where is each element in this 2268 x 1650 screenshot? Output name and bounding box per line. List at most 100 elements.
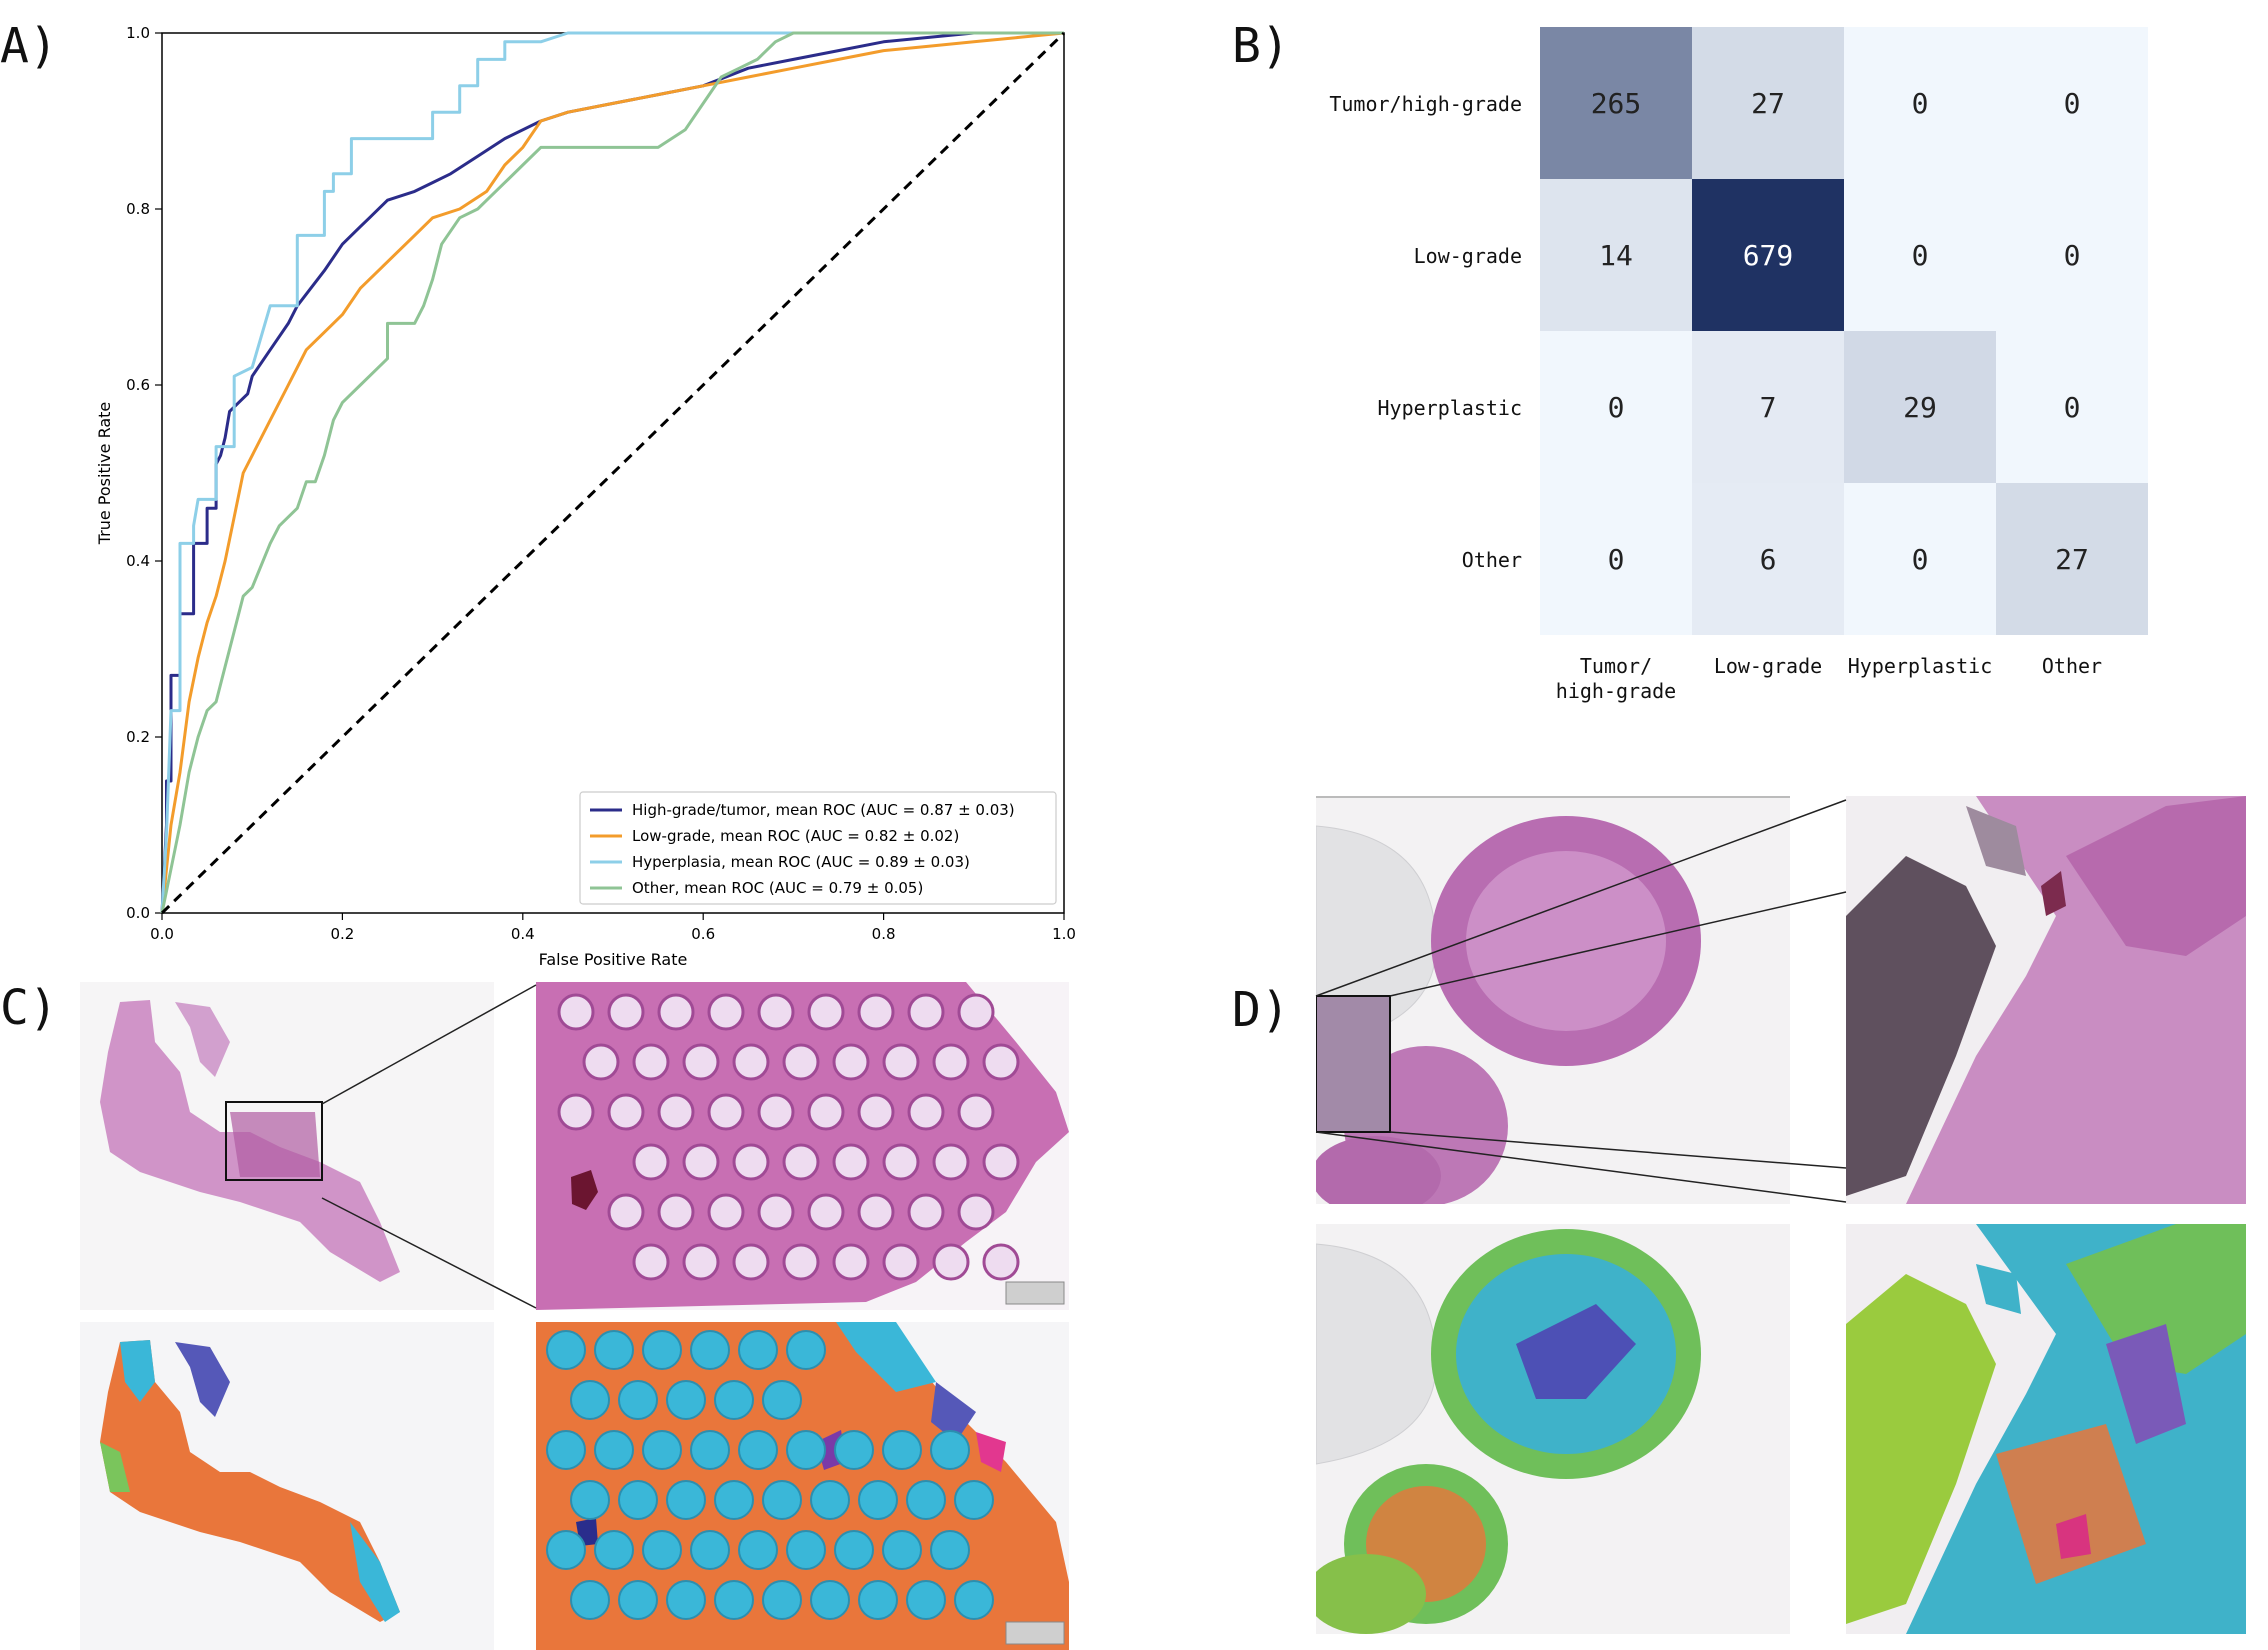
crypt-segment xyxy=(882,1530,922,1570)
crypt-shape xyxy=(957,1093,995,1131)
crypt-shape xyxy=(682,1043,720,1081)
crypt-segment xyxy=(738,1430,778,1470)
crypt-shape xyxy=(857,1193,895,1231)
matrix-cell-value: 0 xyxy=(1912,87,1929,120)
crypt-segment xyxy=(714,1580,754,1620)
crypt-segment xyxy=(570,1380,610,1420)
matrix-cell-value: 0 xyxy=(1608,391,1625,424)
matrix-cell-value: 0 xyxy=(1912,543,1929,576)
y-tick-label: 0.0 xyxy=(126,904,150,922)
crypt-segment xyxy=(714,1380,754,1420)
matrix-cell-value: 0 xyxy=(1912,239,1929,272)
matrix-cell xyxy=(1540,179,1692,331)
d-seg-zoom-image xyxy=(1846,1224,2246,1634)
crypt-segment xyxy=(546,1330,586,1370)
matrix-col-label: Hyperplastic xyxy=(1848,654,1993,678)
matrix-row-label: Low-grade xyxy=(1414,244,1522,268)
legend-entry: Low-grade, mean ROC (AUC = 0.82 ± 0.02) xyxy=(632,827,959,845)
crypt-shape xyxy=(857,1093,895,1131)
crypt-segment xyxy=(570,1580,610,1620)
matrix-cell xyxy=(1540,331,1692,483)
crypt-shape xyxy=(707,1193,745,1231)
crypt-segment xyxy=(930,1430,970,1470)
crypt-segment xyxy=(738,1330,778,1370)
crypt-segment xyxy=(594,1430,634,1470)
x-tick-label: 0.0 xyxy=(150,925,174,943)
crypt-shape xyxy=(557,1093,595,1131)
crypt-shape xyxy=(607,993,645,1031)
d-seg-overview-image xyxy=(1316,1224,1790,1634)
crypt-segment xyxy=(618,1380,658,1420)
crypt-shape xyxy=(757,1193,795,1231)
crypt-segment xyxy=(954,1580,994,1620)
crypt-shape xyxy=(907,993,945,1031)
matrix-cell-value: 0 xyxy=(2064,87,2081,120)
matrix-cell xyxy=(1844,179,1996,331)
matrix-cell xyxy=(1540,483,1692,635)
matrix-row-label: Hyperplastic xyxy=(1378,396,1523,420)
legend-box xyxy=(579,791,1057,905)
crypt-segment xyxy=(642,1530,682,1570)
crypt-shape xyxy=(607,1093,645,1131)
y-tick-label: 1.0 xyxy=(126,24,150,42)
crypt-shape xyxy=(682,1143,720,1181)
matrix-cell xyxy=(1692,179,1844,331)
crypt-segment xyxy=(594,1530,634,1570)
crypt-segment xyxy=(690,1530,730,1570)
crypt-shape xyxy=(582,1043,620,1081)
crypt-shape xyxy=(757,993,795,1031)
crypt-shape xyxy=(657,1193,695,1231)
matrix-cell xyxy=(1996,179,2148,331)
matrix-cell-value: 6 xyxy=(1760,543,1777,576)
panel-label-c: C) xyxy=(0,980,58,1036)
roc-series-line-3 xyxy=(160,31,1064,914)
crypt-shape xyxy=(957,1193,995,1231)
matrix-cell xyxy=(1844,483,1996,635)
matrix-cell xyxy=(1692,483,1844,635)
crypt-segment xyxy=(666,1380,706,1420)
x-tick-label: 0.6 xyxy=(691,925,715,943)
y-axis-label: True Positive Rate xyxy=(95,402,114,546)
crypt-shape xyxy=(782,1043,820,1081)
crypt-shape xyxy=(607,1193,645,1231)
crypt-shape xyxy=(882,1143,920,1181)
crypt-segment xyxy=(858,1580,898,1620)
matrix-cell-value: 27 xyxy=(2055,543,2089,576)
crypt-shape xyxy=(982,1043,1020,1081)
matrix-cell-value: 27 xyxy=(1751,87,1785,120)
y-tick-label: 0.2 xyxy=(126,728,150,746)
crypt-shape xyxy=(882,1043,920,1081)
crypt-segment xyxy=(690,1430,730,1470)
matrix-cell-value: 265 xyxy=(1591,87,1642,120)
crypt-shape xyxy=(807,1193,845,1231)
crypt-shape xyxy=(807,993,845,1031)
crypt-shape xyxy=(932,1143,970,1181)
crypt-shape xyxy=(782,1143,820,1181)
crypt-shape xyxy=(657,1093,695,1131)
matrix-cell xyxy=(1692,27,1844,179)
crypt-segment xyxy=(642,1330,682,1370)
crypt-shape xyxy=(932,1043,970,1081)
crypt-segment xyxy=(642,1430,682,1470)
panel-label-a: A) xyxy=(0,18,58,74)
matrix-cell-value: 0 xyxy=(1608,543,1625,576)
crypt-shape xyxy=(957,993,995,1031)
y-tick-label: 0.4 xyxy=(126,552,150,570)
matrix-cell xyxy=(1540,27,1692,179)
crypt-segment xyxy=(834,1530,874,1570)
roc-chart: 0.0 0.2 0.4 0.6 0.8 1.0 0.0 0.2 0.4 0.6 0.8 1.0 Fals… xyxy=(95,24,1076,969)
crypt-segment xyxy=(882,1430,922,1470)
matrix-cell xyxy=(1996,27,2148,179)
crypt-shape xyxy=(832,1243,870,1281)
roc-series-line-1 xyxy=(160,31,1065,914)
crypt-segment xyxy=(786,1330,826,1370)
crypt-shape xyxy=(782,1243,820,1281)
crypt-segment xyxy=(618,1580,658,1620)
crypt-shape xyxy=(857,993,895,1031)
crypt-shape xyxy=(882,1243,920,1281)
crypt-shape xyxy=(657,993,695,1031)
c-overview-image xyxy=(80,982,494,1310)
matrix-cell-value: 29 xyxy=(1903,391,1937,424)
crypt-segment xyxy=(786,1530,826,1570)
matrix-cell-value: 7 xyxy=(1760,391,1777,424)
